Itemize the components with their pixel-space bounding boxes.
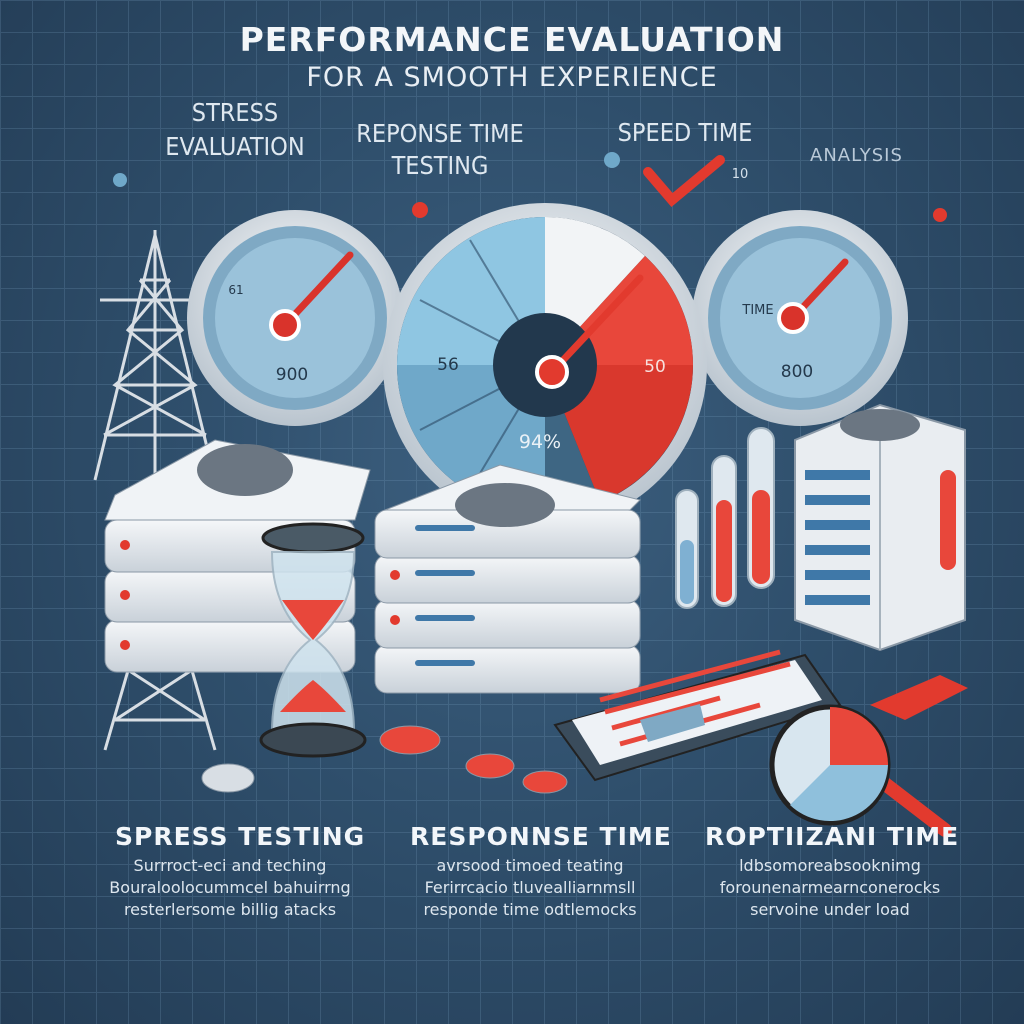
right-gauge-label: TIME — [741, 303, 773, 318]
hourglass-icon — [259, 522, 367, 758]
pin-icons — [113, 152, 947, 222]
tablet-report — [553, 649, 842, 782]
center-gauge-percent: 94% — [519, 431, 561, 453]
column-desc-optimization-line2: forounenarmearnconerocks — [719, 878, 941, 897]
left-gauge-reading: 900 — [276, 365, 308, 385]
response-label-line2: TESTING — [391, 151, 489, 180]
column-desc-response-line2: Ferirrcacio tluvealliarnmsll — [424, 878, 636, 897]
red-car-icon — [870, 675, 968, 720]
test-tubes — [675, 427, 775, 609]
page-subtitle: FOR A SMOOTH EXPERIENCE — [306, 62, 718, 93]
right-gauge-reading: 800 — [781, 362, 813, 382]
analysis-label: ANALYSIS — [810, 145, 903, 166]
column-desc-response-line3: responde time odtlemocks — [423, 900, 637, 919]
column-desc-stress-line2: Bouraloolocummcel bahuirrng — [109, 878, 351, 897]
column-desc-stress-line1: Surrroct-eci and teching — [133, 856, 327, 875]
speed-small-number: 10 — [732, 167, 749, 182]
response-label-line1: REPONSE TIME — [356, 119, 524, 148]
check-mark-icon — [643, 155, 725, 207]
stress-evaluation-label: STRESS EVALUATION — [150, 96, 320, 164]
stress-label-line1: STRESS — [191, 98, 279, 127]
column-title-response: RESPONNSE TIME — [410, 822, 672, 851]
round-buttons — [201, 725, 568, 794]
response-time-testing-label: REPONSE TIME TESTING — [340, 118, 540, 182]
speed-time-label: SPEED TIME — [617, 118, 753, 147]
column-desc-optimization-line3: servoine under load — [750, 900, 910, 919]
column-title-optimization: ROPTIIZANI TIME — [705, 822, 960, 851]
left-gauge — [187, 210, 403, 426]
stress-label-line2: EVALUATION — [165, 132, 305, 161]
magnifier-icon — [769, 704, 952, 837]
column-desc-stress-line3: resterlersome billig atacks — [123, 900, 337, 919]
column-desc-optimization-line1: ldbsomoreabsooknimg — [739, 856, 921, 875]
column-desc-response-line1: avrsood timoed teating — [436, 856, 624, 875]
center-gauge — [383, 203, 707, 527]
center-gauge-right-number: 50 — [644, 357, 666, 377]
right-gauge — [692, 210, 908, 426]
server-tower-right — [794, 403, 966, 652]
page-title: PERFORMANCE EVALUATION — [239, 20, 785, 59]
left-gauge-tick: 61 — [228, 283, 243, 297]
column-title-stress: SPRESS TESTING — [115, 822, 366, 851]
center-gauge-left-number: 56 — [437, 355, 459, 375]
server-stack-center — [374, 464, 641, 694]
